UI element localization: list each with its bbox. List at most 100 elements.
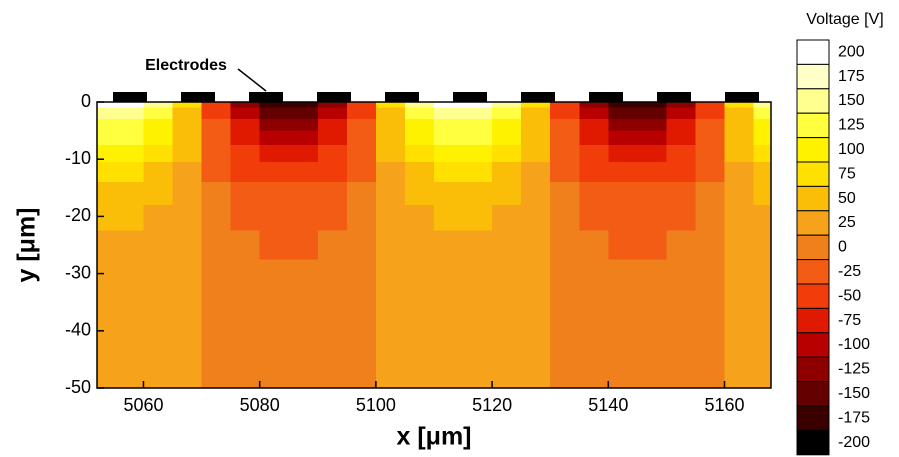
contour-cell xyxy=(201,119,232,132)
contour-cell xyxy=(97,102,116,109)
contour-cell xyxy=(346,144,377,163)
contour-cell xyxy=(637,182,668,206)
contour-cell xyxy=(695,204,726,232)
contour-cell xyxy=(463,204,493,232)
contour-cell xyxy=(724,230,755,260)
contour-cell xyxy=(201,204,232,232)
contour-cell xyxy=(579,130,609,146)
contour-cell xyxy=(375,162,406,183)
contour-cell xyxy=(346,102,377,109)
contour-cell xyxy=(724,119,755,132)
contour-cell xyxy=(521,302,551,360)
contour-cell xyxy=(695,102,726,109)
contour-cell xyxy=(201,302,232,360)
contour-cell xyxy=(637,359,668,388)
contour-cell xyxy=(434,144,464,163)
contour-cell xyxy=(97,259,116,303)
contour-cell xyxy=(753,119,771,132)
contour-cell xyxy=(201,144,232,163)
contour-cell xyxy=(259,130,290,146)
contour-cell xyxy=(695,107,726,120)
contour-cell xyxy=(550,144,580,163)
contour-cell xyxy=(172,119,203,132)
contour-cell xyxy=(753,107,771,120)
contour-cell xyxy=(434,182,464,206)
colorbar-label: 100 xyxy=(838,141,865,158)
contour-cell xyxy=(172,182,203,206)
contour-cell xyxy=(375,119,406,132)
colorbar-label: -75 xyxy=(838,312,861,329)
contour-cell xyxy=(288,119,319,132)
contour-cell xyxy=(463,119,493,132)
contour-cell xyxy=(114,144,145,163)
contour-cell xyxy=(172,130,203,146)
contour-cell xyxy=(579,107,609,120)
contour-cell xyxy=(97,107,116,120)
contour-cell xyxy=(724,359,755,388)
contour-cell xyxy=(317,359,348,388)
contour-cell xyxy=(521,182,551,206)
contour-cell xyxy=(201,107,232,120)
contour-cell xyxy=(666,119,697,132)
contour-cell xyxy=(375,107,406,120)
colorbar-swatch xyxy=(796,88,830,114)
contour-cell xyxy=(97,230,116,260)
contour-cell xyxy=(666,182,697,206)
colorbar-label: 200 xyxy=(838,43,865,60)
contour-cell xyxy=(172,302,203,360)
contour-cell xyxy=(637,119,668,132)
contour-cell xyxy=(346,259,377,303)
contour-cell xyxy=(695,162,726,183)
contour-cell xyxy=(753,182,771,206)
contour-cell xyxy=(259,259,290,303)
contour-cell xyxy=(404,230,435,260)
contour-cell xyxy=(637,230,668,260)
contour-cell xyxy=(695,144,726,163)
contour-cell xyxy=(463,259,493,303)
contour-cell xyxy=(753,144,771,163)
contour-cell xyxy=(521,130,551,146)
contour-cell xyxy=(666,144,697,163)
colorbar-swatch xyxy=(796,39,830,65)
colorbar-label: 50 xyxy=(838,190,856,207)
contour-cell xyxy=(550,102,580,109)
contour-cell xyxy=(375,102,406,109)
contour-cell xyxy=(97,119,116,132)
contour-cell xyxy=(492,230,522,260)
contour-cell xyxy=(317,144,348,163)
contour-cell xyxy=(724,107,755,120)
contour-cell xyxy=(492,259,522,303)
x-tick-label: 5120 xyxy=(472,395,512,415)
contour-cell xyxy=(608,119,638,132)
contour-cell xyxy=(201,130,232,146)
contour-cell xyxy=(463,130,493,146)
contour-cell xyxy=(259,359,290,388)
colorbar-label: -25 xyxy=(838,263,861,280)
contour-cell xyxy=(666,302,697,360)
contour-cell xyxy=(288,107,319,120)
contour-cell xyxy=(288,302,319,360)
contour-cell xyxy=(201,359,232,388)
colorbar-label: -200 xyxy=(838,434,870,451)
contour-cell xyxy=(259,107,290,120)
colorbar-swatch xyxy=(796,137,830,163)
contour-cell xyxy=(172,359,203,388)
contour-cell xyxy=(492,182,522,206)
contour-cell xyxy=(463,182,493,206)
contour-cell xyxy=(143,107,174,120)
contour-cell xyxy=(550,119,580,132)
contour-cell xyxy=(172,204,203,232)
contour-cell xyxy=(579,359,609,388)
contour-cell xyxy=(317,162,348,183)
contour-cell xyxy=(114,130,145,146)
contour-cell xyxy=(404,144,435,163)
contour-cell xyxy=(346,130,377,146)
contour-cell xyxy=(492,302,522,360)
axes: 5060 5080 5100 5120 5140 5160 0 -10 -20 -30 -40 -50 xyxy=(65,91,745,415)
contour-cell xyxy=(521,102,551,109)
annotation-pointer xyxy=(237,68,267,92)
contour-cell xyxy=(317,182,348,206)
contour-cell xyxy=(404,302,435,360)
contour-cell xyxy=(434,359,464,388)
contour-cell xyxy=(695,182,726,206)
